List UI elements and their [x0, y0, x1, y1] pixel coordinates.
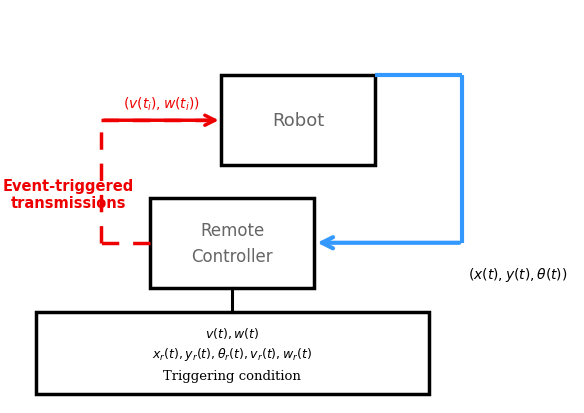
FancyBboxPatch shape — [36, 313, 429, 394]
Text: Remote
Controller: Remote Controller — [192, 221, 273, 265]
Text: $v(t), w(t)$: $v(t), w(t)$ — [206, 325, 259, 340]
Text: $(v(t_i), w(t_i))$: $(v(t_i), w(t_i))$ — [123, 95, 200, 113]
Text: Robot: Robot — [272, 112, 324, 130]
FancyBboxPatch shape — [151, 198, 314, 288]
Text: $x_r(t), y_r(t), \theta_r(t), v_r(t), w_r(t)$: $x_r(t), y_r(t), \theta_r(t), v_r(t), w_… — [152, 345, 312, 362]
FancyBboxPatch shape — [221, 76, 374, 166]
Text: Event-triggered
transmissions: Event-triggered transmissions — [3, 178, 134, 211]
Text: $(x(t), y(t), \theta(t))$: $(x(t), y(t), \theta(t))$ — [468, 266, 567, 284]
Text: Triggering condition: Triggering condition — [164, 369, 301, 382]
